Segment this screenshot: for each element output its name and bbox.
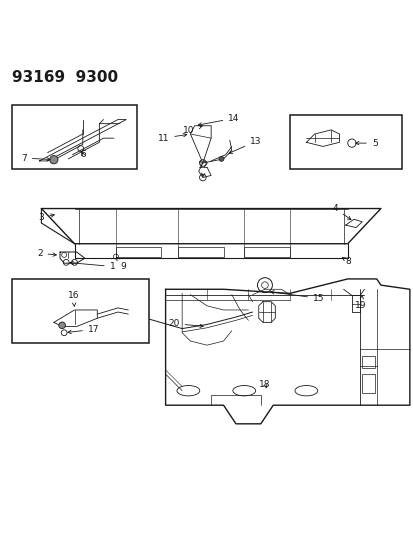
Text: 14: 14 bbox=[198, 114, 239, 126]
Text: 1: 1 bbox=[70, 261, 115, 271]
Bar bbox=[12, 105, 136, 169]
Bar bbox=[116, 247, 161, 256]
Text: 93169  9300: 93169 9300 bbox=[12, 70, 118, 85]
Text: 18: 18 bbox=[259, 379, 270, 389]
Text: 15: 15 bbox=[270, 290, 324, 303]
Text: 8: 8 bbox=[342, 257, 351, 266]
Text: 19: 19 bbox=[354, 295, 366, 310]
Text: 6: 6 bbox=[80, 150, 85, 159]
Text: 12: 12 bbox=[198, 160, 209, 176]
Text: 11: 11 bbox=[157, 133, 186, 143]
Bar bbox=[289, 115, 401, 169]
Text: 9: 9 bbox=[116, 257, 126, 271]
Text: 7: 7 bbox=[21, 154, 50, 163]
Text: 5: 5 bbox=[355, 139, 377, 148]
Text: 3: 3 bbox=[38, 213, 54, 222]
Bar bbox=[178, 247, 223, 256]
Bar bbox=[12, 279, 149, 343]
Circle shape bbox=[59, 322, 65, 329]
Text: 4: 4 bbox=[332, 204, 350, 220]
Text: 20: 20 bbox=[168, 319, 203, 328]
Bar bbox=[361, 374, 374, 393]
Text: 13: 13 bbox=[228, 137, 261, 154]
Text: 16: 16 bbox=[68, 291, 79, 306]
Text: 2: 2 bbox=[37, 249, 56, 258]
Bar bbox=[361, 356, 374, 368]
Bar bbox=[244, 247, 289, 256]
Text: 10: 10 bbox=[183, 126, 202, 135]
Circle shape bbox=[218, 156, 223, 161]
Circle shape bbox=[50, 156, 58, 164]
Text: 17: 17 bbox=[68, 325, 99, 334]
